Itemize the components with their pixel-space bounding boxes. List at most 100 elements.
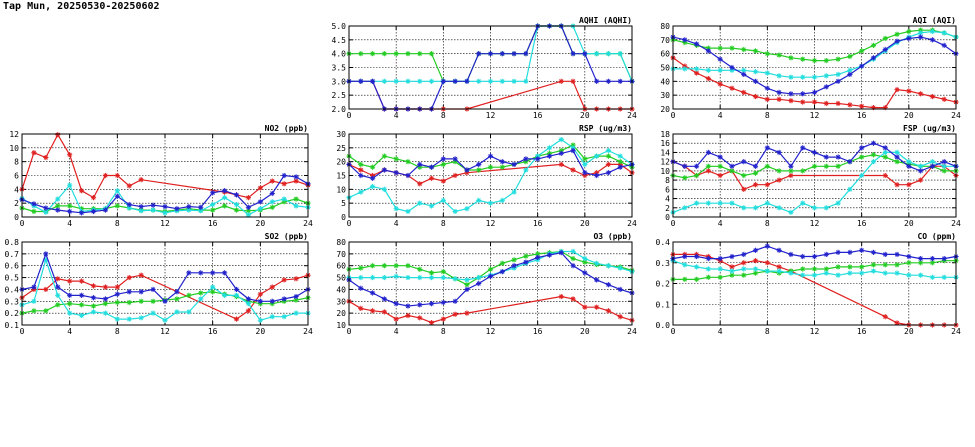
data-point-stroke xyxy=(535,156,540,162)
data-point-stroke xyxy=(824,154,829,160)
data-point-stroke xyxy=(222,203,227,209)
data-point-stroke xyxy=(582,162,588,167)
data-point xyxy=(717,274,723,280)
data-point xyxy=(428,78,435,84)
y-tick-label: 0.5 xyxy=(5,274,20,283)
data-point xyxy=(245,195,252,201)
data-point-stroke xyxy=(43,155,49,160)
data-point xyxy=(894,251,900,258)
data-point-stroke xyxy=(729,86,735,91)
data-point-stroke xyxy=(753,164,758,169)
data-point-stroke xyxy=(174,206,180,211)
data-point xyxy=(729,85,735,91)
y-tick-label: 20 xyxy=(660,105,670,114)
data-point-stroke xyxy=(127,205,132,211)
data-point xyxy=(233,192,240,198)
data-point-stroke xyxy=(800,145,805,151)
data-point xyxy=(452,311,458,317)
data-point xyxy=(269,284,275,290)
data-point-stroke xyxy=(606,308,611,313)
data-point xyxy=(941,159,947,165)
data-point xyxy=(487,51,494,57)
data-point xyxy=(393,156,399,162)
data-point-stroke xyxy=(847,187,853,192)
y-tick-label: 16 xyxy=(660,139,670,148)
data-point xyxy=(369,263,376,269)
data-point-stroke xyxy=(405,275,411,280)
data-point xyxy=(870,268,877,274)
data-point xyxy=(823,266,829,272)
data-point-stroke xyxy=(246,208,251,213)
data-point xyxy=(870,262,877,268)
data-point-stroke xyxy=(55,132,60,137)
data-point xyxy=(452,208,458,215)
y-tick-label: 10 xyxy=(660,167,670,176)
data-point-stroke xyxy=(871,250,876,255)
data-point xyxy=(281,196,287,202)
data-point-stroke xyxy=(523,259,529,265)
data-point-stroke xyxy=(570,51,576,56)
x-tick-label: 16 xyxy=(857,327,867,336)
data-point xyxy=(882,154,888,160)
data-point-stroke xyxy=(547,252,552,258)
data-point xyxy=(114,193,120,199)
data-point xyxy=(776,149,782,156)
data-point-stroke xyxy=(452,312,458,317)
data-point-stroke xyxy=(582,256,588,261)
data-point-stroke xyxy=(824,266,829,272)
data-point-stroke xyxy=(942,30,947,36)
data-point xyxy=(102,284,109,290)
data-point xyxy=(764,268,770,274)
data-point-stroke xyxy=(753,270,758,276)
data-point xyxy=(941,163,947,169)
data-point-stroke xyxy=(800,266,805,272)
data-point-stroke xyxy=(606,51,611,56)
data-point-stroke xyxy=(441,316,446,322)
data-point xyxy=(752,163,759,169)
data-point-stroke xyxy=(464,206,470,211)
y-tick-label: 30 xyxy=(336,297,346,306)
data-point xyxy=(281,314,287,320)
data-point-stroke xyxy=(559,250,564,255)
data-point-stroke xyxy=(942,168,947,174)
data-point-stroke xyxy=(942,275,947,280)
data-point-stroke xyxy=(894,182,900,187)
chart-aqi-aqi: AQI (AQI) 0 4 8 12 16 20 24 20 30 40 50 60 70 80 xyxy=(660,16,961,120)
data-point xyxy=(55,284,61,290)
data-point xyxy=(705,67,711,73)
data-point-stroke xyxy=(79,293,84,298)
x-tick-label: 20 xyxy=(580,219,590,228)
data-point-stroke xyxy=(138,273,144,278)
data-point xyxy=(476,161,482,168)
data-point xyxy=(835,200,841,206)
data-point xyxy=(882,172,888,179)
data-point xyxy=(221,188,228,194)
data-point-stroke xyxy=(570,148,576,153)
x-tick-label: 24 xyxy=(951,111,961,120)
x-tick-label: 20 xyxy=(904,111,914,120)
x-tick-label: 4 xyxy=(67,219,72,228)
data-point xyxy=(705,168,711,174)
data-point xyxy=(682,175,688,181)
data-point xyxy=(499,269,505,275)
data-point-stroke xyxy=(682,262,687,267)
data-point xyxy=(811,57,818,64)
data-point-stroke xyxy=(871,141,876,146)
data-point xyxy=(717,266,723,272)
chart-title: AQI (AQI) xyxy=(913,16,956,25)
data-point xyxy=(381,296,387,302)
data-point-stroke xyxy=(115,173,120,178)
data-point-stroke xyxy=(210,202,215,207)
data-point-stroke xyxy=(753,69,758,74)
data-point xyxy=(221,270,228,276)
data-point-stroke xyxy=(393,170,399,175)
data-point-stroke xyxy=(162,318,168,323)
data-point-stroke xyxy=(835,57,841,62)
data-point-stroke xyxy=(358,167,363,173)
data-point xyxy=(233,207,240,213)
data-point-stroke xyxy=(488,153,493,159)
data-point-stroke xyxy=(706,256,711,261)
data-point xyxy=(752,48,759,54)
data-point xyxy=(705,149,711,156)
data-point xyxy=(594,304,600,310)
